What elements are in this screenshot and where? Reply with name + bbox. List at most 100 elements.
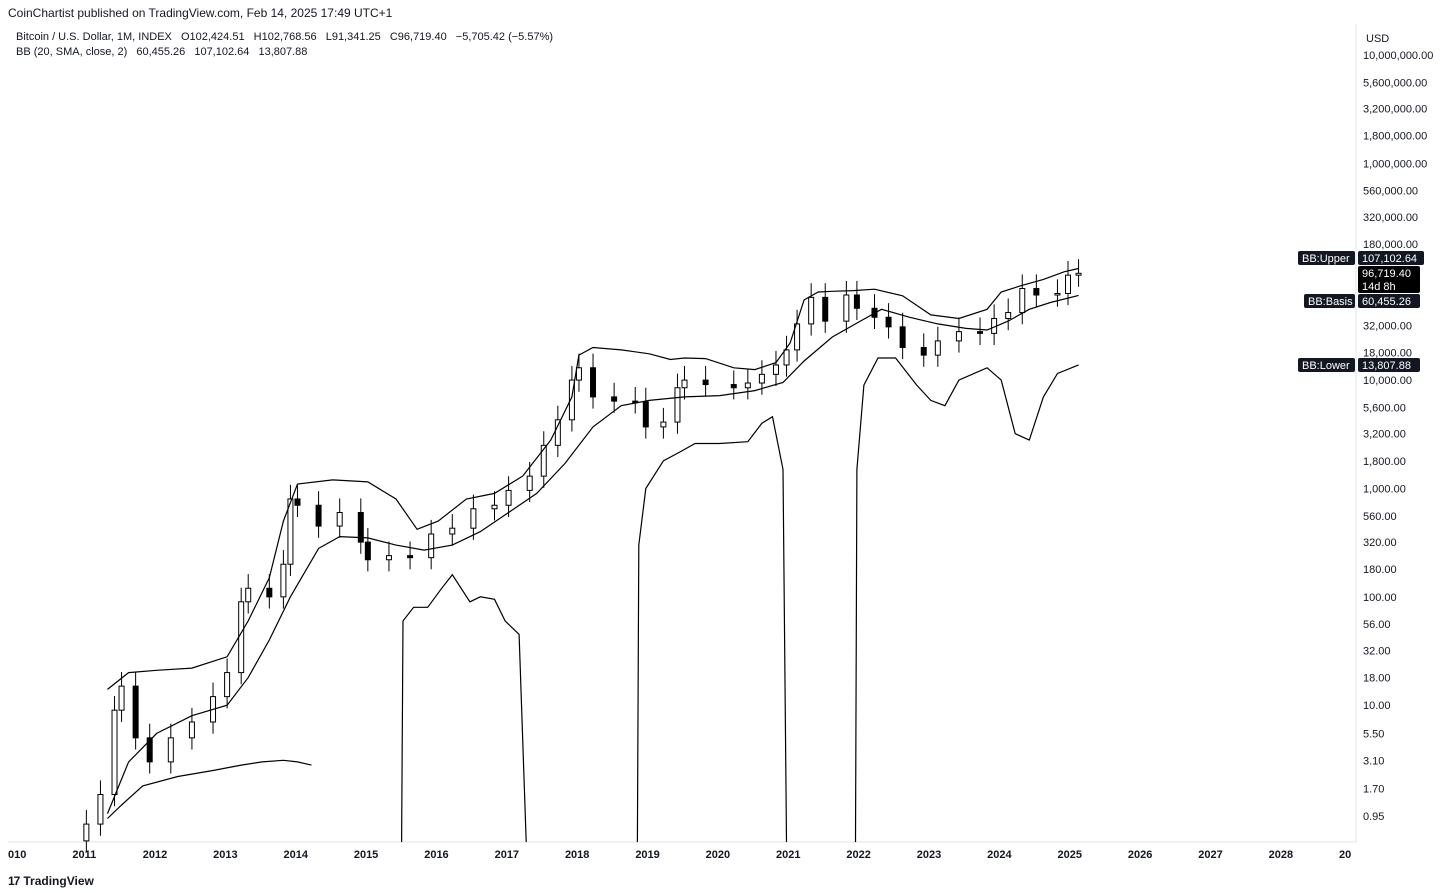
candle-body (491, 504, 498, 510)
price-tick-label: 1,800.00 (1363, 456, 1406, 468)
candle-body (132, 685, 139, 739)
candle-body (642, 401, 649, 428)
bb-basis-line (106, 294, 1079, 814)
candle-body (1019, 288, 1026, 314)
candle-body (118, 685, 125, 711)
candle-body (730, 384, 737, 389)
candle-body (977, 331, 984, 334)
candle-body (1005, 312, 1012, 320)
price-candles (83, 259, 1082, 853)
symbol-legend[interactable]: Bitcoin / U.S. Dollar, 1M, INDEX O102,42… (16, 31, 559, 43)
bb-lower-tag-label: BB:Lower (1302, 360, 1350, 372)
price-tick-label: 10,000.00 (1363, 375, 1412, 387)
candle-body (934, 340, 941, 356)
price-axis-currency: USD (1366, 33, 1389, 45)
candle-body (853, 294, 860, 309)
bb-upper-tag-value: 107,102.64 (1362, 253, 1417, 265)
price-tick-label: 3.10 (1363, 755, 1384, 767)
candle-body (238, 601, 245, 674)
candle-body (83, 823, 90, 842)
candle-body (681, 379, 688, 389)
candle-body (167, 737, 174, 763)
candle-body (794, 323, 801, 351)
time-tick-label: 2022 (846, 849, 870, 861)
tradingview-brand: TradingView (23, 874, 94, 888)
indicator-lower-value: 13,807.88 (258, 46, 308, 58)
candle-body (540, 444, 547, 477)
bb-basis-tag-value-bg (1358, 294, 1420, 308)
ohlc-low: L91,341.25 (325, 31, 381, 43)
bb-upper-tag-label: BB:Upper (1302, 253, 1350, 265)
price-tick-label: 0.95 (1363, 811, 1384, 823)
time-axis-labels[interactable]: 010 2011 2012 2013 2014 2015 2016 2017 2018 2019 2… (8, 849, 1351, 861)
bb-lower-line (854, 357, 1079, 843)
ohlc-high: H102,768.56 (253, 31, 317, 43)
candle-body (428, 533, 435, 559)
ohlc-change: −5,705.42 (−5.57%) (455, 31, 554, 43)
price-tick-label: 1.70 (1363, 784, 1384, 796)
candle-body (1075, 272, 1082, 276)
candle-body (111, 709, 118, 796)
candle-body (357, 512, 364, 543)
tradingview-footer[interactable]: 17 TradingView (8, 874, 94, 888)
candle-body (315, 504, 322, 527)
price-tick-label: 1,000,000.00 (1363, 158, 1427, 170)
candle-body (280, 563, 287, 598)
time-tick-label: 2017 (495, 849, 519, 861)
bb-lower-tag-label-bg (1298, 358, 1355, 372)
plot-area[interactable] (8, 24, 1356, 842)
bb-lower-line (401, 573, 527, 843)
candle-body (526, 475, 533, 491)
bb-lower-tag-value: 13,807.88 (1362, 360, 1411, 372)
bb-lower-line (636, 415, 788, 843)
symbol-name[interactable]: Bitcoin / U.S. Dollar, 1M, INDEX (16, 31, 172, 43)
ohlc-close: C96,719.40 (389, 31, 447, 43)
time-tick-label: 2012 (143, 849, 167, 861)
time-tick-label: 2023 (917, 849, 941, 861)
indicator-name[interactable]: BB (20, SMA, close, 2) (16, 46, 128, 58)
candle-body (822, 296, 829, 322)
bb-upper-tag-label-bg (1298, 251, 1355, 265)
time-tick-label: 2021 (776, 849, 800, 861)
bollinger-bands (106, 267, 1079, 843)
price-tick-label: 560,000.00 (1363, 186, 1418, 198)
price-tick-label: 5,600,000.00 (1363, 77, 1427, 89)
price-tick-label: 560.00 (1363, 511, 1397, 523)
candle-body (843, 294, 850, 322)
candle-body (611, 396, 618, 402)
candle-body (702, 379, 709, 386)
time-tick-label: 2019 (635, 849, 659, 861)
price-tick-label: 32.00 (1363, 645, 1391, 657)
price-tick-label: 320.00 (1363, 537, 1397, 549)
price-tick-label: 100.00 (1363, 592, 1397, 604)
candle-body (554, 419, 561, 446)
time-tick-label: 20 (1339, 849, 1351, 861)
bb-upper-line (107, 267, 1079, 690)
candle-body (660, 421, 667, 428)
candle-body (899, 326, 906, 348)
last-price-tag-value: 96,719.40 (1362, 268, 1411, 280)
time-tick-label: 2016 (424, 849, 448, 861)
bb-basis-tag-label-bg (1304, 294, 1355, 308)
candle-body (568, 379, 575, 421)
candle-body (97, 794, 104, 825)
candle-body (245, 587, 252, 603)
candle-body (224, 672, 231, 698)
candle-body (505, 489, 512, 506)
bb-lower-tag-value-bg (1358, 358, 1420, 372)
price-axis-labels[interactable]: 10,000,000.00 5,600,000.00 3,200,000.00 1,8… (1363, 50, 1433, 823)
time-tick-label: 2014 (283, 849, 308, 861)
last-price-tag-bg (1358, 266, 1420, 293)
ohlc-open: O102,424.51 (180, 31, 245, 43)
time-tick-label: 2024 (987, 849, 1012, 861)
tradingview-logo-icon: 17 (8, 874, 20, 888)
price-tick-label: 3,200.00 (1363, 429, 1406, 441)
time-tick-label: 2026 (1128, 849, 1152, 861)
price-tick-label: 180,000.00 (1363, 239, 1418, 251)
price-tick-label: 10.00 (1363, 700, 1391, 712)
time-tick-label: 2013 (213, 849, 237, 861)
indicator-legend[interactable]: BB (20, SMA, close, 2) 60,455.26 107,102… (16, 46, 313, 58)
time-tick-label: 2020 (706, 849, 730, 861)
price-tick-label: 3,200,000.00 (1363, 104, 1427, 116)
